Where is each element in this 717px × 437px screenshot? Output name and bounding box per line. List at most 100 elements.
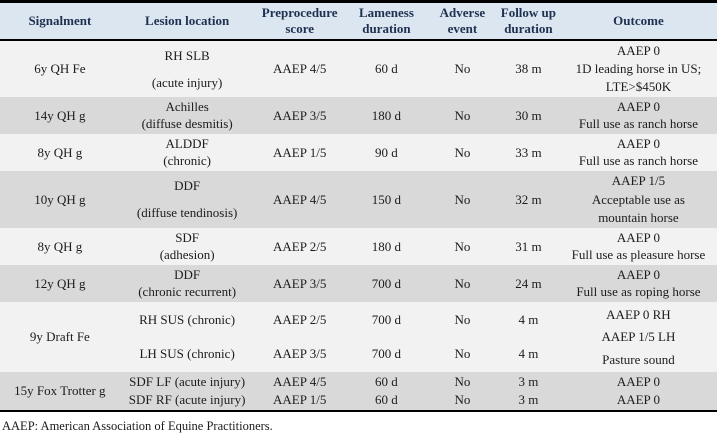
cell-text: No [454, 346, 471, 362]
cell-text: AAEP 2/5 [273, 312, 327, 328]
cell-score: AAEP 1/5 [255, 134, 345, 171]
cell-score: AAEP 3/5 [255, 97, 345, 134]
cell-lameness: 60 d [345, 41, 428, 97]
cell-text: 700 d [371, 275, 402, 291]
cell-followup: 38 m [497, 41, 560, 97]
cell-adverse: No No [428, 372, 497, 410]
cell-lameness: 180 d [345, 228, 428, 265]
column-header-adverse: Adverse event [439, 4, 486, 36]
cell-text: 180 d [371, 238, 402, 254]
cell-text: Achilles [165, 98, 209, 114]
cell-outcome: AAEP 0 Full use as ranch horse [560, 134, 717, 171]
cell-lesion: ALDDF (chronic) [120, 134, 255, 171]
cell-lameness: 700 d 700 d [345, 302, 428, 372]
cell-text: Full use as ranch horse [578, 153, 699, 169]
cell-lameness: 90 d [345, 134, 428, 171]
cell-signalment: 6y QH Fe [0, 41, 120, 97]
table-header-row: Signalment Lesion location Preprocedure sc… [0, 3, 717, 41]
cell-followup: 30 m [497, 97, 560, 134]
cell-text: 6y QH Fe [34, 61, 86, 77]
cell-text: 8y QH g [37, 238, 83, 254]
cell-outcome: AAEP 0 Full use as pleasure horse [560, 228, 717, 265]
cell-text: Full use as roping horse [576, 284, 701, 300]
cell-text: No [454, 238, 471, 254]
cell-outcome: AAEP 0 Full use as roping horse [560, 265, 717, 302]
cell-adverse: No [428, 134, 497, 171]
cell-followup: 33 m [497, 134, 560, 171]
table-row: 6y QH Fe RH SLB (acute injury) AAEP 4/5 60 d… [0, 41, 717, 97]
cell-text: RH SLB [164, 47, 210, 63]
cell-text: 60 d [375, 61, 398, 77]
table-row: 15y Fox Trotter g SDF LF (acute injury) SD… [0, 372, 717, 410]
cell-text: 150 d [371, 191, 402, 207]
table-body: 6y QH Fe RH SLB (acute injury) AAEP 4/5 60 d… [0, 41, 717, 410]
cell-text: No [454, 275, 471, 291]
cell-text: 4 m [518, 346, 539, 362]
cell-text: 9y Draft Fe [29, 329, 90, 345]
cell-signalment: 9y Draft Fe [0, 302, 120, 372]
cell-text: AAEP 1/5 [273, 392, 327, 408]
cell-text: AAEP 3/5 [273, 107, 327, 123]
column-header-lesion: Lesion location [145, 12, 230, 28]
cell-text: AAEP 4/5 [273, 374, 327, 390]
cell-text: AAEP 0 [616, 374, 661, 390]
cell-score: AAEP 3/5 [255, 265, 345, 302]
cell-signalment: 12y QH g [0, 265, 120, 302]
data-table: Signalment Lesion location Preprocedure sc… [0, 0, 717, 412]
cell-text: No [454, 374, 471, 390]
cell-text: 32 m [515, 191, 542, 207]
cell-text: 90 d [375, 144, 398, 160]
cell-text: 31 m [515, 238, 542, 254]
table-footnote: AAEP: American Association of Equine Pra… [2, 419, 273, 433]
cell-text: RH SUS (chronic) [139, 312, 236, 328]
cell-text: 60 d [375, 374, 398, 390]
cell-lesion: Achilles (diffuse desmitis) [120, 97, 255, 134]
cell-text: LH SUS (chronic) [139, 346, 235, 362]
cell-text: AAEP 0 [616, 98, 661, 114]
column-header-signalment: Signalment [28, 12, 92, 28]
table-row: 10y QH g DDF (diffuse tendinosis) AAEP 4/5 1… [0, 171, 717, 228]
cell-signalment: 8y QH g [0, 134, 120, 171]
cell-adverse: No [428, 228, 497, 265]
cell-outcome: AAEP 1/5 Acceptable use as mountain horse [560, 171, 717, 228]
cell-outcome: AAEP 0 RH AAEP 1/5 LH Pasture sound [560, 302, 717, 372]
cell-followup: 32 m [497, 171, 560, 228]
cell-text: 38 m [515, 61, 542, 77]
cell-text: 3 m [518, 392, 539, 408]
cell-text: LTE>$450K [605, 79, 672, 95]
cell-text: AAEP 0 [616, 266, 661, 282]
cell-adverse: No No [428, 302, 497, 372]
cell-text: 1D leading horse in US; [575, 61, 702, 77]
cell-lameness: 150 d [345, 171, 428, 228]
cell-lesion: RH SUS (chronic) LH SUS (chronic) [120, 302, 255, 372]
cell-outcome: AAEP 0 Full use as ranch horse [560, 97, 717, 134]
cell-adverse: No [428, 41, 497, 97]
cell-followup: 4 m 4 m [497, 302, 560, 372]
cell-followup: 24 m [497, 265, 560, 302]
cell-text: AAEP 4/5 [273, 61, 327, 77]
cell-text: SDF RF (acute injury) [128, 392, 246, 408]
cell-lameness: 700 d [345, 265, 428, 302]
table-row: 14y QH g Achilles (diffuse desmitis) AAEP 3… [0, 97, 717, 134]
cell-adverse: No [428, 97, 497, 134]
cell-score: AAEP 2/5 AAEP 3/5 [255, 302, 345, 372]
table-row: 8y QH g SDF (adhesion) AAEP 2/5 180 d No 31 m A… [0, 228, 717, 265]
cell-score: AAEP 2/5 [255, 228, 345, 265]
cell-text: No [454, 392, 471, 408]
cell-text: (diffuse tendinosis) [136, 205, 238, 221]
table-row: 9y Draft Fe RH SUS (chronic) LH SUS (chron… [0, 302, 717, 372]
cell-text: ALDDF [165, 135, 209, 151]
cell-lesion: SDF LF (acute injury) SDF RF (acute injur… [120, 372, 255, 410]
cell-lesion: DDF (diffuse tendinosis) [120, 171, 255, 228]
cell-score: AAEP 4/5 [255, 41, 345, 97]
cell-text: 180 d [371, 107, 402, 123]
cell-lameness: 60 d 60 d [345, 372, 428, 410]
cell-signalment: 14y QH g [0, 97, 120, 134]
column-header-lameness: Lameness duration [358, 4, 414, 36]
cell-text: AAEP 0 [616, 43, 661, 59]
cell-adverse: No [428, 265, 497, 302]
cell-text: Pasture sound [602, 351, 675, 367]
cell-text: AAEP 1/5 [611, 173, 666, 189]
table-row: 8y QH g ALDDF (chronic) AAEP 1/5 90 d No 33 m A… [0, 134, 717, 171]
